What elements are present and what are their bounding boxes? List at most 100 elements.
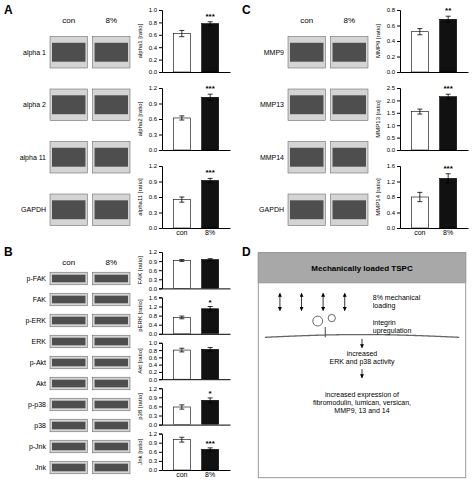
significance-label: *** [205,439,215,448]
y-tick-mark [159,60,162,61]
y-axis-title: alpha2 [ratio] [137,101,143,136]
y-tick: 0.9 [149,101,162,107]
error-bar [417,192,422,201]
y-axis-line [159,89,163,151]
bar-chart: 0.00.30.60.91.2con8%alpha11 [ratio]*** [137,163,231,236]
y-axis-title: alpha11 [ratio] [137,178,143,216]
y-tick: 0.6 [149,194,162,200]
y-tick-mark [159,297,162,298]
x-axis-line [163,334,231,335]
y-tick: 1.0 [149,340,162,346]
y-tick-label: 0.8 [149,20,158,26]
y-tick: 0.0 [149,69,162,75]
y-axis-title: MMP14 [ratio] [375,178,381,216]
y-tick-label: 0.0 [149,422,158,428]
integrin-lobe [313,316,323,326]
blot-box [288,142,325,174]
y-tick-mark [159,150,162,151]
bar [173,200,190,228]
y-tick-label: 0.0 [149,286,158,292]
x-axis [163,333,231,335]
x-axis [163,72,231,74]
y-tick: 1.6 [149,295,162,301]
y-axis-title: MMP13 [ratio] [375,100,381,138]
y-tick-mark [159,166,162,167]
y-tick: 0.2 [149,369,162,375]
y-tick: 2.0 [387,98,400,104]
diagram-text-box: integrin upregulation [373,305,473,349]
y-axis-title: Jnk [ratio] [137,438,143,464]
y-tick: 0.4 [149,322,162,328]
diagram-text: increased expression of fibromodulin, lu… [313,391,411,415]
error-bar [417,29,422,35]
y-tick-mark [397,113,400,114]
y-tick-mark [397,138,400,139]
y-tick-label: 0.6 [149,116,158,122]
y-tick-label: 2.0 [387,98,396,104]
blot-box [50,293,87,306]
y-tick-mark [159,279,162,280]
bar-chart: 0.00.20.40.60.8MMP9 [ratio]** [375,6,469,75]
blot-band [290,200,323,219]
y-tick-label: 1.0 [387,123,396,129]
blot-band [95,200,128,219]
y-tick: 0.4 [149,362,162,368]
plot-marks [173,178,218,228]
y-axis-title: FAK [ratio] [137,256,143,284]
x-tick: con [414,228,425,236]
y-tick-mark [159,307,162,308]
y-tick: 0.6 [149,116,162,122]
diagram-header [258,253,465,283]
y-tick: 0.9 [149,259,162,265]
diagram-text: increased ERK and p38 activity [330,350,395,366]
blot-row-label: FAK [33,296,47,303]
bar-chart: 0.00.30.60.91.2con8%Jnk [ratio]*** [137,431,231,478]
x-tick-label: con [176,229,187,236]
blot-row-label: alpha 11 [20,154,46,162]
bar [202,400,219,424]
blot-band [95,317,128,325]
blot-box [50,440,87,453]
blot-box [50,89,87,121]
bar [173,260,190,288]
y-tick-mark [159,22,162,23]
error-bar [446,94,451,99]
bar-chart: 0.00.30.60.91.2alpha2 [ratio]*** [137,84,231,153]
y-tick: 0.0 [149,225,162,231]
x-axis [163,150,231,152]
blot-band [52,43,85,62]
blot-row-label: GAPDH [21,206,46,213]
x-axis [401,150,469,152]
y-tick-mark [397,88,400,89]
blot-box [288,194,325,226]
y-tick-label: 0.0 [149,377,158,383]
y-tick-mark [397,57,400,58]
y-tick-mark [159,470,162,471]
x-tick-label: 8% [205,229,215,236]
y-axis-line [397,89,401,151]
y-tick-label: 0.0 [149,225,158,231]
bar-chart: 0.00.30.60.91.2FAK [ratio] [137,249,231,291]
bar [202,260,219,289]
y-axis-line [159,389,163,425]
loading-arrow [344,293,345,310]
error-bar [179,260,184,262]
error-bar [179,197,184,202]
blot-row-label: p-Jnk [29,443,47,451]
y-tick-mark [397,125,400,126]
loading-arrow [323,293,324,310]
blot-band [52,443,85,451]
y-tick: 0.4 [387,38,400,44]
y-tick-label: 0.4 [149,362,158,368]
plot-marks [173,259,218,289]
blot-row-label: ERK [32,338,47,345]
y-tick-mark [159,452,162,453]
y-tick-mark [159,10,162,11]
blot-box [93,461,130,474]
y-tick-mark [159,288,162,289]
y-tick: 0.3 [149,458,162,464]
blot-row-label: p-ERK [25,317,46,325]
y-tick: 0.4 [149,45,162,51]
y-tick: 0.6 [149,355,162,361]
blot-band [95,275,128,283]
